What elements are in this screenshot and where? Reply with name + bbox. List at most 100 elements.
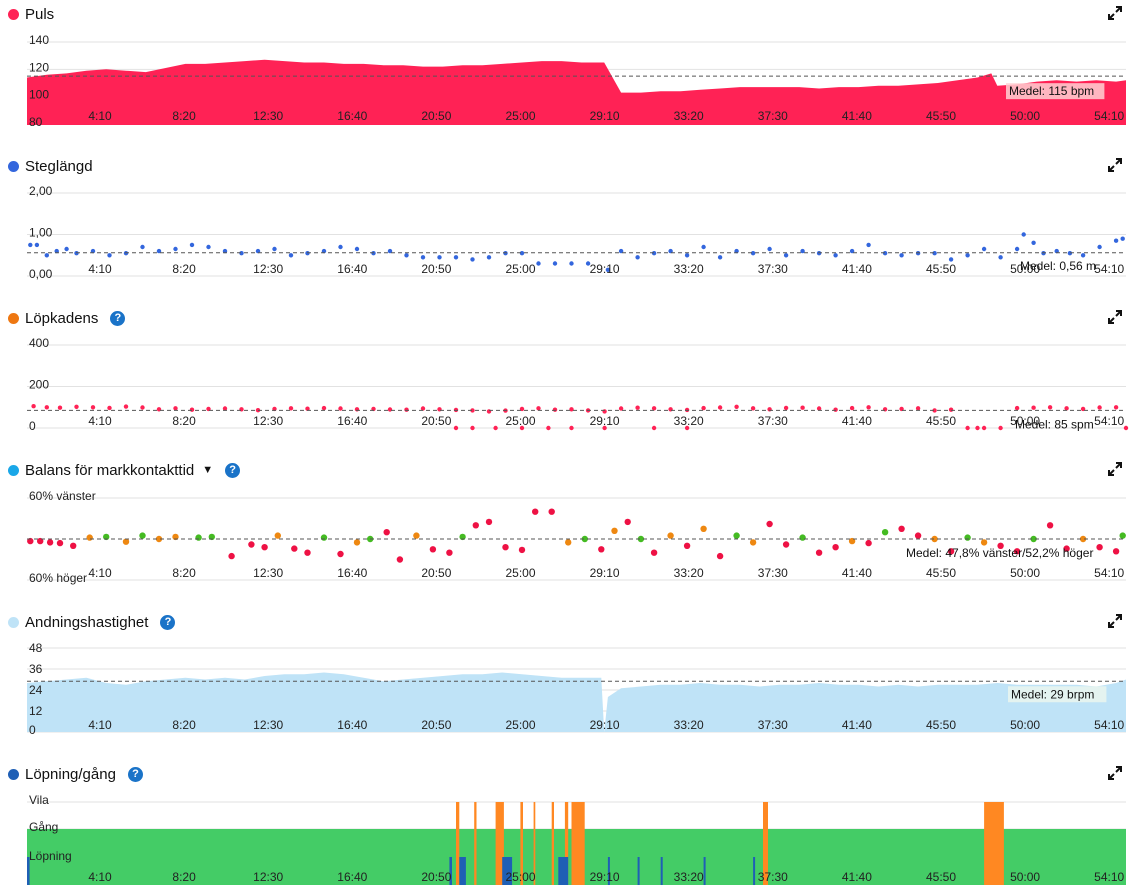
data-point (932, 408, 937, 413)
chart-title-balans: Balans för markkontakttid ▼ ? (8, 460, 241, 480)
data-point (453, 255, 459, 260)
state-segment (456, 802, 460, 885)
data-point (783, 253, 789, 258)
x-tick-label: 33:20 (674, 414, 704, 428)
help-icon[interactable]: ? (225, 462, 241, 478)
data-point (536, 406, 541, 411)
x-tick-label: 20:50 (421, 414, 451, 428)
data-point (749, 539, 757, 546)
data-point (552, 261, 558, 266)
state-segment (27, 857, 30, 885)
y-tick-label: 120 (29, 60, 49, 74)
data-point (156, 248, 162, 254)
x-tick-label: 12:30 (253, 262, 283, 276)
chevron-down-icon[interactable]: ▼ (202, 464, 214, 476)
data-point (849, 248, 855, 254)
x-tick-label: 29:10 (590, 566, 620, 580)
state-segment (763, 802, 768, 885)
data-point (321, 405, 327, 411)
x-tick-label: 25:00 (505, 870, 535, 884)
help-icon[interactable]: ? (160, 614, 176, 630)
x-tick-label: 54:10 (1094, 718, 1124, 732)
y-tick-label: Löpning (29, 849, 72, 863)
data-point (684, 425, 690, 431)
expand-icon[interactable] (1108, 158, 1122, 172)
x-tick-label: 50:00 (1010, 566, 1040, 580)
data-point (288, 253, 294, 258)
data-point (1119, 532, 1126, 539)
chart-title-text: Andningshastighet (25, 613, 149, 631)
data-point (684, 253, 690, 258)
steglangd-chart: 2,00 1,00 0,00 Medel: 0,56 m 4:10 8:20 12:30 16… (27, 184, 1126, 281)
x-tick-label: 4:10 (88, 414, 112, 428)
data-point (459, 533, 466, 541)
data-point (635, 405, 640, 410)
state-segment (660, 857, 663, 885)
data-point (931, 535, 938, 543)
x-tick-label: 16:40 (337, 870, 367, 884)
x-tick-label: 20:50 (421, 109, 451, 123)
data-point (1047, 405, 1053, 410)
data-point (320, 534, 328, 541)
chart-title-lopning-gang: Löpning/gång ? (8, 764, 143, 784)
help-icon[interactable]: ? (110, 310, 126, 326)
data-point (470, 408, 475, 413)
data-point (964, 534, 971, 541)
chart-title-steglangd: Steglängd (8, 156, 93, 176)
data-point (734, 248, 739, 254)
series-dot-icon (8, 464, 19, 476)
expand-icon[interactable] (1108, 310, 1122, 324)
data-point (338, 244, 343, 250)
x-tick-label: 20:50 (421, 718, 451, 732)
state-segment (551, 802, 554, 885)
data-point (1113, 238, 1119, 243)
data-point (1063, 545, 1070, 552)
data-point (1097, 244, 1102, 250)
data-point (354, 246, 360, 252)
state-segment (564, 802, 569, 885)
data-point (222, 406, 228, 411)
data-point (717, 405, 723, 410)
data-point (493, 425, 498, 431)
x-tick-label: 50:00 (1010, 262, 1040, 276)
data-point (37, 537, 44, 545)
data-point (1079, 535, 1087, 543)
x-tick-label: 41:40 (842, 414, 872, 428)
data-point (1013, 548, 1021, 555)
chart-title-text: Löpkadens (25, 309, 99, 327)
data-point (1120, 236, 1125, 241)
y-tick-label: 0 (29, 723, 36, 737)
data-point (546, 425, 551, 431)
expand-icon[interactable] (1108, 6, 1122, 20)
x-tick-label: 54:10 (1094, 566, 1124, 580)
chart-panel-steglangd: Steglängd 2,00 1,00 0,00 Medel: 0,56 m 4:10 8… (0, 152, 1134, 304)
data-point (965, 253, 970, 258)
expand-icon[interactable] (1108, 766, 1122, 780)
data-point (914, 532, 922, 539)
expand-icon[interactable] (1108, 462, 1122, 476)
data-point (470, 425, 475, 431)
data-point (486, 255, 492, 260)
data-point (353, 539, 361, 546)
x-tick-label: 29:10 (590, 718, 620, 732)
data-point (1123, 425, 1129, 431)
y-tick-label: 0,00 (29, 267, 53, 281)
data-point (980, 539, 988, 546)
state-segment (753, 857, 756, 885)
expand-icon[interactable] (1108, 614, 1122, 628)
y-tick-label: 0 (29, 419, 36, 433)
data-point (57, 405, 63, 410)
x-tick-label: 8:20 (172, 262, 196, 276)
data-point (195, 534, 202, 541)
data-point (321, 248, 327, 254)
data-point (1080, 253, 1086, 258)
data-point (782, 541, 790, 548)
x-tick-label: 41:40 (842, 262, 872, 276)
data-point (767, 246, 772, 252)
help-icon[interactable]: ? (127, 766, 143, 782)
data-point (898, 525, 905, 532)
data-point (404, 407, 409, 412)
data-point (222, 248, 228, 254)
x-tick-label: 33:20 (674, 566, 704, 580)
x-tick-label: 4:10 (88, 109, 112, 123)
